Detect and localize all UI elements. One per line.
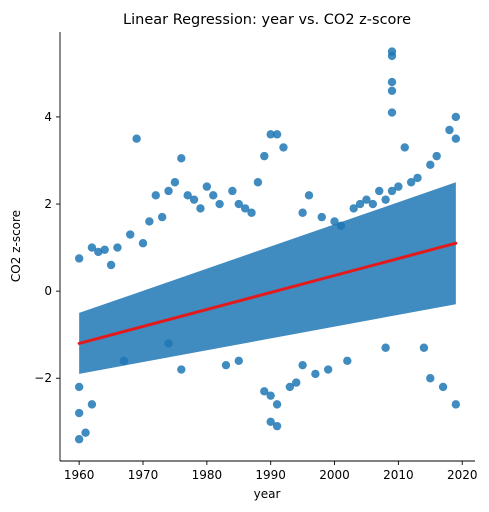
data-point: [113, 243, 121, 251]
data-point: [235, 357, 243, 365]
data-point: [247, 209, 255, 217]
data-point: [324, 365, 332, 373]
data-point: [215, 200, 223, 208]
data-point: [432, 152, 440, 160]
data-point: [298, 209, 306, 217]
data-point: [273, 400, 281, 408]
data-point: [190, 195, 198, 203]
data-point: [145, 217, 153, 225]
x-tick-label: 1970: [128, 468, 159, 482]
y-tick-label: 2: [44, 197, 52, 211]
data-point: [273, 422, 281, 430]
data-point: [388, 108, 396, 116]
data-point: [222, 361, 230, 369]
data-point: [273, 130, 281, 138]
data-point: [126, 230, 134, 238]
data-point: [337, 222, 345, 230]
data-point: [177, 365, 185, 373]
data-point: [100, 246, 108, 254]
data-point: [388, 78, 396, 86]
data-point: [132, 135, 140, 143]
data-point: [413, 174, 421, 182]
data-point: [152, 191, 160, 199]
data-point: [452, 400, 460, 408]
data-point: [75, 409, 83, 417]
data-point: [388, 87, 396, 95]
data-point: [209, 191, 217, 199]
data-point: [375, 187, 383, 195]
data-point: [158, 213, 166, 221]
x-tick-label: 2020: [447, 468, 478, 482]
x-axis-label: year: [254, 487, 281, 501]
data-point: [445, 126, 453, 134]
data-point: [318, 213, 326, 221]
data-point: [298, 361, 306, 369]
data-point: [343, 357, 351, 365]
data-point: [311, 370, 319, 378]
data-point: [254, 178, 262, 186]
data-point: [75, 435, 83, 443]
data-point: [305, 191, 313, 199]
x-tick-label: 2000: [319, 468, 350, 482]
data-point: [139, 239, 147, 247]
x-tick-label: 1980: [192, 468, 223, 482]
y-axis-ticks: −2 0 2 4: [34, 110, 60, 385]
data-point: [388, 52, 396, 60]
data-point: [381, 195, 389, 203]
data-point: [401, 143, 409, 151]
data-point: [426, 161, 434, 169]
data-point: [452, 135, 460, 143]
data-point: [439, 383, 447, 391]
y-tick-label: 0: [44, 284, 52, 298]
data-point: [171, 178, 179, 186]
data-point: [164, 187, 172, 195]
data-point: [107, 261, 115, 269]
data-point: [292, 378, 300, 386]
data-point: [381, 344, 389, 352]
data-point: [88, 400, 96, 408]
data-point: [369, 200, 377, 208]
data-point: [266, 391, 274, 399]
data-point: [394, 182, 402, 190]
data-point: [279, 143, 287, 151]
data-point: [196, 204, 204, 212]
data-density-band: [79, 182, 456, 374]
data-point: [420, 344, 428, 352]
y-axis-label: CO2 z-score: [9, 210, 23, 282]
x-tick-label: 1990: [255, 468, 286, 482]
data-point: [120, 357, 128, 365]
data-point: [177, 154, 185, 162]
x-tick-label: 1960: [64, 468, 95, 482]
data-point: [228, 187, 236, 195]
data-point: [81, 428, 89, 436]
data-point: [452, 113, 460, 121]
data-point: [75, 254, 83, 262]
data-point: [426, 374, 434, 382]
data-point: [164, 339, 172, 347]
data-point: [75, 383, 83, 391]
y-tick-label: −2: [34, 371, 52, 385]
chart-title: Linear Regression: year vs. CO2 z-score: [123, 12, 411, 28]
dense-point-band: [79, 182, 456, 374]
data-point: [260, 152, 268, 160]
y-tick-label: 4: [44, 110, 52, 124]
x-tick-label: 2010: [383, 468, 414, 482]
data-point: [203, 182, 211, 190]
x-axis-ticks: 1960 1970 1980 1990 2000 2010 2020: [64, 461, 478, 482]
